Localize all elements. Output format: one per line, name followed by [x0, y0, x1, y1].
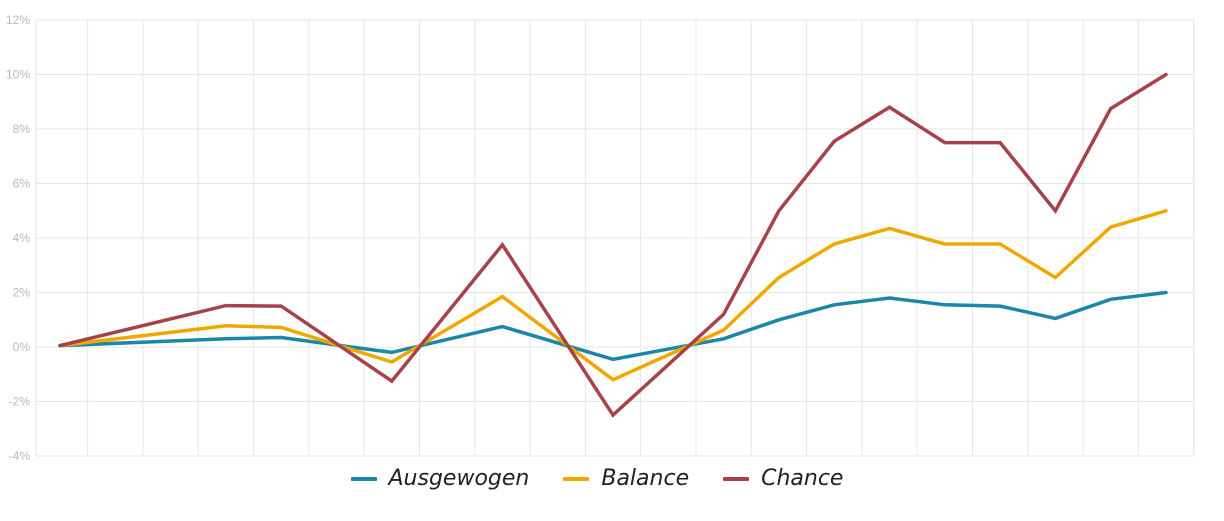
- legend-swatch-chance: [723, 476, 750, 481]
- legend-swatch-balance: [563, 476, 590, 481]
- series-line-balance: [58, 209, 1168, 382]
- legend-label-ausgewogen: Ausgewogen: [388, 466, 530, 491]
- series-lines: [58, 72, 1168, 418]
- y-tick-label: 8%: [13, 122, 31, 136]
- y-tick-label: 0%: [13, 340, 31, 354]
- chart-canvas: -4% -2% 0% 2% 4% 6% 8% 10% 12%: [6, 13, 1195, 460]
- y-tick-label: 4%: [13, 231, 31, 245]
- legend-swatch-ausgewogen: [350, 476, 377, 481]
- series-line-ausgewogen: [58, 290, 1168, 362]
- y-tick-label: 12%: [6, 13, 30, 27]
- legend-item-balance: Balance: [563, 466, 689, 491]
- y-tick-label: 2%: [13, 286, 31, 300]
- y-tick-label: 6%: [13, 177, 31, 191]
- legend-label-chance: Chance: [761, 466, 844, 491]
- y-tick-label: -4%: [9, 449, 31, 460]
- legend: Ausgewogen Balance Chance: [0, 466, 1194, 491]
- y-axis-ticks: -4% -2% 0% 2% 4% 6% 8% 10% 12%: [6, 13, 30, 460]
- legend-item-chance: Chance: [723, 466, 843, 491]
- legend-item-ausgewogen: Ausgewogen: [350, 466, 530, 491]
- y-tick-label: 10%: [6, 68, 30, 82]
- grid: [35, 19, 1195, 457]
- y-tick-label: -2%: [9, 395, 31, 409]
- legend-label-balance: Balance: [601, 466, 690, 491]
- series-line-chance: [58, 72, 1168, 418]
